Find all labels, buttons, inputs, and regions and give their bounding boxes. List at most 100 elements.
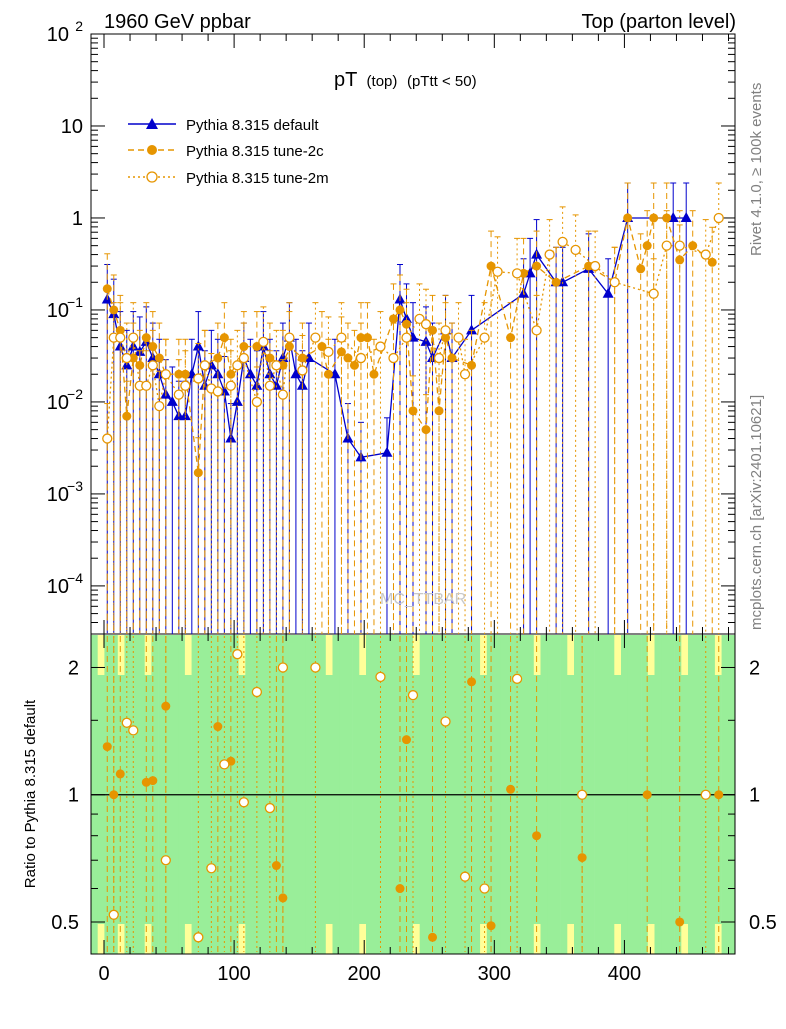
x-tick-label: 400 [608,963,641,985]
data-point-tune2m [459,369,471,380]
main-y-tick-exponent: −3 [67,478,83,494]
ratio-point-tune2m [121,717,132,728]
ratio-point-tune2c [109,790,119,800]
band-yellow-bin [184,924,192,954]
ratio-point-tune2m [238,797,250,808]
data-point-tune2m [433,352,445,364]
data-point-tune2m [121,352,132,364]
data-point-tune2c [226,369,236,379]
band-yellow-bin [533,924,541,954]
data-point-tune2c [343,353,353,363]
data-point-tune2m [355,352,367,364]
ratio-point-tune2m [511,673,523,684]
data-point-default [680,211,692,222]
ratio-point-tune2c [675,917,685,927]
data-point-tune2c [395,305,405,315]
data-point-tune2c [115,325,125,335]
data-point-tune2m [479,332,490,343]
data-point-tune2c [707,257,717,267]
band-yellow-bin [480,924,488,954]
data-point-tune2c [297,353,307,363]
data-point-tune2m [128,332,139,343]
band-yellow-bin [533,635,541,675]
data-point-tune2c [388,314,398,324]
data-point-tune2c [642,241,652,251]
data-point-tune2m [401,332,412,343]
data-point-tune2c [362,333,372,343]
band-yellow-bin [647,635,655,675]
ratio-y-tick-label: 2 [68,657,79,679]
data-point-tune2c [688,241,698,251]
data-point-tune2c [447,353,457,363]
band-yellow-bin [413,924,420,954]
ratio-point-tune2c [467,677,477,687]
data-point-tune2m [589,260,601,272]
ratio-point-tune2m [108,909,119,920]
main-y-tick-exponent: 2 [75,18,83,34]
legend-label-tune2m: Pythia 8.315 tune-2m [186,170,329,187]
ratio-point-tune2m [193,932,204,943]
data-point-tune2c [551,277,561,287]
band-yellow-bin [144,635,152,675]
band-yellow-bin [681,924,689,954]
data-point-default [602,287,614,298]
data-point-tune2m [225,380,237,391]
data-point-tune2c [623,213,633,223]
ratio-point-tune2m [264,802,276,814]
data-point-tune2m [115,332,126,343]
main-y-tick-label: 10 [47,484,69,506]
data-point-default [290,368,302,379]
band-yellow-bin [681,635,689,675]
data-point-tune2m [674,240,685,251]
data-point-default [466,324,478,335]
ratio-y-tick-label: 0.5 [51,912,79,934]
data-point-tune2m [323,346,334,358]
data-point-tune2m [420,319,432,330]
data-point-tune2c [441,333,451,343]
data-point-tune2c [369,369,379,379]
data-point-tune2c [239,342,249,352]
band-yellow-bin [97,635,105,675]
data-point-tune2m [375,341,386,352]
main-y-tick-exponent: −4 [67,570,83,586]
data-point-tune2c [649,213,659,223]
data-point-tune2m [570,244,581,256]
data-point-tune2c [154,353,164,363]
ratio-point-tune2c [271,861,281,871]
band-yellow-bin [413,635,420,675]
legend-label-tune2c: Pythia 8.315 tune-2c [186,143,324,160]
plot-title: pT (top) (pTtt < 50) [334,69,477,91]
ratio-point-tune2m [232,649,243,660]
band-yellow-bin [359,635,367,675]
data-point-default [192,340,204,351]
data-point-tune2m [700,249,711,260]
data-point-tune2c [506,333,516,343]
ratio-y-tick-label: 1 [68,785,79,807]
band-yellow-bin [238,924,246,954]
ratio-point-tune2c [213,722,223,732]
data-point-tune2m [173,389,184,400]
legend-marker-default [146,118,158,129]
main-y-tick-label: 10 [47,392,69,414]
ratio-point-tune2m [375,671,386,683]
data-point-default [244,368,256,379]
data-point-tune2c [349,360,359,370]
data-point-tune2m [336,332,347,343]
data-point-tune2m [212,386,223,397]
band-yellow-bin [117,924,125,954]
ratio-point-tune2c [148,776,158,786]
x-tick-label: 200 [348,963,381,985]
data-point-tune2m [544,249,555,260]
x-tick-label: 100 [217,963,250,985]
ratio-point-tune2m [160,855,171,866]
main-y-tick-label: 10 [47,300,69,322]
legend-marker-tune2c [147,145,157,155]
data-point-tune2c [317,342,327,352]
data-point-tune2m [271,360,282,371]
band-yellow-bin [567,635,575,675]
ratio-point-tune2m [310,662,321,673]
main-y-tick-label: 10 [47,24,69,46]
ratio-point-tune2m [700,789,711,800]
data-point-tune2m [277,389,289,400]
